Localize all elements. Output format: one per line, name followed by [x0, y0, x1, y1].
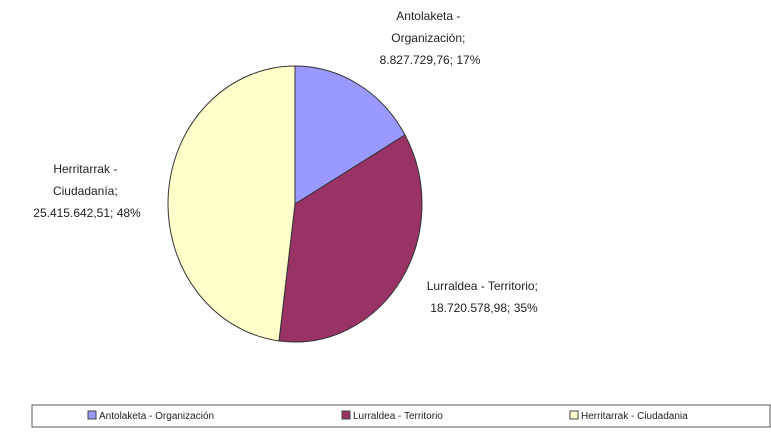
pie-slices — [167, 65, 423, 343]
slice-label-line: Lurraldea - Territorio; — [427, 279, 538, 293]
slice-label-line: Herritarrak - — [53, 162, 117, 176]
slice-label-antolaketa: Antolaketa - Organización; 8.827.729,76;… — [380, 9, 481, 67]
legend-label-lurraldea: Lurraldea - Territorio — [353, 411, 443, 422]
legend-swatch-lurraldea — [341, 410, 351, 420]
legend-label-antolaketa: Antolaketa - Organización — [99, 411, 214, 422]
slice-label-line: Ciudadanía; — [53, 184, 118, 198]
slice-label-line: 8.827.729,76; 17% — [380, 53, 481, 67]
legend-label-herritarrak: Herritarrak - Ciudadania — [581, 411, 688, 422]
slice-label-line: 18.720.578,98; 35% — [430, 301, 538, 315]
slice-label-line: Antolaketa - — [396, 9, 460, 23]
legend-swatch-antolaketa — [87, 410, 97, 420]
pie-slice-herritarrak — [167, 65, 296, 342]
slice-label-line: Organización; — [391, 31, 465, 45]
pie-slice-antolaketa — [294, 65, 406, 205]
slice-label-lurraldea: Lurraldea - Territorio; 18.720.578,98; 3… — [427, 279, 542, 315]
legend-border — [31, 404, 771, 428]
pie-slice-lurraldea — [278, 134, 423, 343]
legend-swatch-herritarrak — [569, 410, 579, 420]
slice-label-line: 25.415.642,51; 48% — [33, 206, 141, 220]
slice-label-herritarrak: Herritarrak - Ciudadanía; 25.415.642,51;… — [33, 162, 141, 220]
legend: Antolaketa - Organización Lurraldea - Te… — [31, 404, 771, 428]
